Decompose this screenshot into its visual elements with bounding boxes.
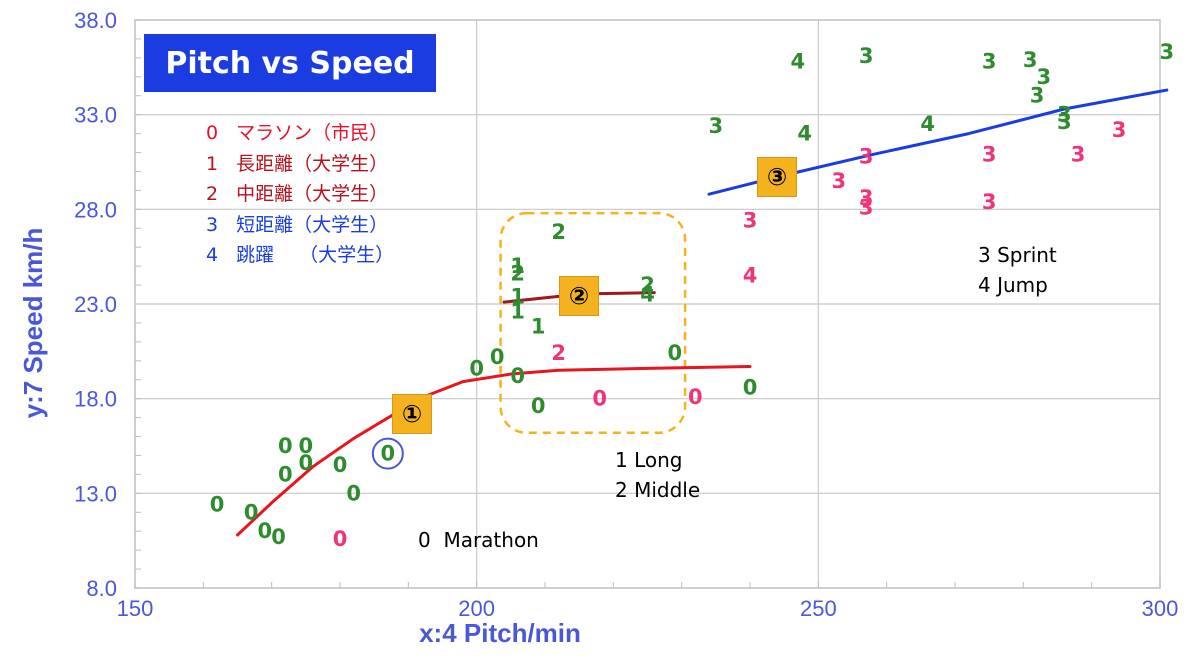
y-tick-label: 18.0 (74, 387, 117, 412)
data-point-3: 3 (859, 44, 874, 68)
data-point-0: 0 (299, 451, 314, 475)
data-point-4: 4 (743, 264, 758, 288)
annotation-long-middle: 1 Long 2 Middle (615, 448, 701, 502)
legend-code: 1 (206, 152, 219, 175)
legend-text: マラソン（市民） (236, 122, 389, 144)
data-point-0: 0 (592, 387, 607, 411)
annotation-sprint-jump: 3 Sprint 4 Jump (978, 243, 1057, 297)
data-point-3: 3 (1023, 48, 1038, 72)
data-point-0: 0 (668, 341, 683, 365)
legend-code: 2 (206, 183, 219, 205)
legend-text: 短距離（大学生） (236, 213, 389, 236)
grid (134, 19, 1161, 589)
y-tick-label: 8.0 (86, 576, 117, 601)
data-point-0: 0 (469, 356, 484, 380)
badge-group-3: ③ (757, 157, 797, 197)
legend-text: 跳躍 （大学生） (236, 244, 395, 266)
data-point-3: 3 (859, 144, 874, 168)
badge-group-1: ① (392, 394, 432, 434)
legend-item: 2 中距離（大学生） (206, 179, 394, 210)
data-point-1: 1 (510, 284, 525, 308)
y-axis-label: y:7 Speed km/h (18, 228, 48, 419)
data-point-3: 3 (832, 169, 847, 193)
data-point-1: 1 (531, 315, 546, 339)
data-point-0: 0 (299, 434, 314, 458)
data-point-0: 0 (333, 527, 348, 551)
annotation-marathon: 0 Marathon (418, 528, 539, 552)
data-point-4: 4 (920, 112, 935, 136)
x-tick-label: 200 (458, 596, 495, 621)
data-point-0: 0 (743, 375, 758, 399)
legend-item: 4 跳躍 （大学生） (206, 240, 394, 271)
legend-item: 3 短距離（大学生） (206, 210, 394, 241)
highlighted-point-ring (371, 437, 404, 470)
x-axis-label: x:4 Pitch/min (419, 618, 581, 648)
data-point-4: 4 (640, 283, 655, 307)
x-tick-label: 250 (800, 596, 837, 621)
data-point-0: 0 (271, 525, 286, 549)
data-point-3: 3 (1160, 40, 1175, 64)
legend-code: 0 (206, 122, 219, 144)
data-point-3: 3 (859, 186, 874, 210)
data-point-0: 0 (333, 453, 348, 477)
data-point-3: 3 (1057, 110, 1072, 134)
y-tick-label: 33.0 (74, 103, 117, 128)
badge-group-2: ② (559, 276, 599, 316)
data-point-3: 3 (982, 190, 997, 214)
data-point-0: 0 (688, 385, 703, 409)
data-point-3: 3 (1037, 65, 1052, 89)
chart-title: Pitch vs Speed (144, 34, 436, 92)
y-axis-ticks: 8.0 13.0 18.0 23.0 28.0 33.0 38.0 (74, 8, 117, 601)
data-point-0: 0 (490, 345, 505, 369)
legend-code: 3 (206, 213, 219, 236)
data-point-0: 0 (210, 493, 225, 517)
data-point-2: 2 (551, 341, 566, 365)
data-point-2: 2 (640, 273, 655, 297)
legend: 0 マラソン（市民） 1 長距離（大学生） 2 中距離（大学生） 3 短距離（大学生） 4 跳躍 … (206, 118, 394, 271)
data-point-3: 3 (982, 50, 997, 74)
data-point-1: 1 (510, 300, 525, 324)
data-point-3: 3 (743, 209, 758, 233)
x-tick-label: 150 (117, 596, 154, 621)
y-tick-label: 38.0 (74, 8, 117, 33)
data-point-3: 3 (1030, 84, 1045, 108)
legend-item: 1 長距離（大学生） (206, 149, 394, 180)
data-point-3: 3 (1071, 142, 1086, 166)
legend-code: 4 (206, 244, 219, 266)
data-point-2: 2 (510, 262, 525, 286)
y-tick-label: 23.0 (74, 292, 117, 317)
data-point-2: 2 (551, 220, 566, 244)
legend-text: 中距離（大学生） (236, 183, 389, 205)
x-tick-label: 300 (1142, 596, 1179, 621)
group-2-highlight-box (499, 211, 687, 434)
chart-title-text: Pitch vs Speed (165, 45, 415, 81)
data-point-4: 4 (791, 50, 806, 74)
data-point-0: 0 (510, 364, 525, 388)
data-point-4: 4 (797, 122, 812, 146)
data-point-0: 0 (258, 519, 273, 543)
data-point-3: 3 (982, 142, 997, 166)
data-point-0: 0 (531, 394, 546, 418)
data-point-3: 3 (709, 114, 724, 138)
legend-text: 長距離（大学生） (236, 152, 389, 175)
legend-item: 0 マラソン（市民） (206, 118, 394, 149)
data-point-3: 3 (1112, 118, 1127, 142)
y-tick-label: 28.0 (74, 197, 117, 222)
y-tick-label: 13.0 (74, 481, 117, 506)
data-point-3: 3 (1057, 103, 1072, 127)
data-point-1: 1 (510, 254, 525, 278)
data-point-3: 3 (859, 195, 874, 219)
data-point-0: 0 (278, 434, 293, 458)
data-point-0: 0 (278, 462, 293, 486)
data-point-0: 0 (346, 481, 361, 505)
x-axis-ticks: 150 200 250 300 (117, 596, 1179, 621)
data-point-0: 0 (381, 442, 396, 466)
data-point-0: 0 (244, 500, 259, 524)
